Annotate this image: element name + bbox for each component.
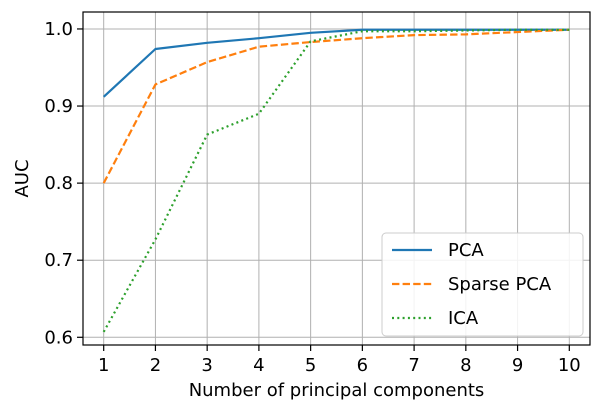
x-axis-label: Number of principal components	[189, 380, 485, 401]
legend-label: PCA	[448, 240, 484, 261]
x-tick-label: 9	[512, 355, 523, 376]
series-pca	[102, 28, 570, 98]
x-tick-label: 8	[460, 355, 471, 376]
x-tick-label: 4	[253, 355, 264, 376]
series-layer	[102, 28, 570, 333]
x-tick-label: 6	[357, 355, 368, 376]
series-line	[102, 28, 570, 98]
x-tick-label: 2	[150, 355, 161, 376]
series-sparse-pca	[102, 28, 570, 184]
legend-label: Sparse PCA	[448, 274, 552, 295]
legend: PCA Sparse PCA ICA	[381, 232, 584, 337]
plot-frame	[82, 11, 591, 346]
x-tick-label: 1	[98, 355, 109, 376]
y-axis-label: AUC	[12, 159, 33, 197]
legend-box	[381, 232, 584, 337]
axis-ticks: 1 2 3 4 5 6 7 8 9 10 0.6 0.7 0.8 0.9 1.0	[44, 19, 580, 376]
legend-label: ICA	[448, 308, 479, 329]
x-tick-label: 3	[201, 355, 212, 376]
series-line	[102, 28, 570, 184]
y-tick-label: 0.7	[44, 250, 73, 271]
series-ica	[102, 28, 570, 333]
y-tick-label: 0.9	[44, 96, 73, 117]
x-tick-label: 5	[305, 355, 316, 376]
x-tick-label: 7	[408, 355, 419, 376]
x-tick-label: 10	[558, 355, 581, 376]
y-tick-label: 1.0	[44, 19, 73, 40]
y-tick-label: 0.8	[44, 173, 73, 194]
series-line	[102, 28, 570, 333]
y-tick-label: 0.6	[44, 327, 73, 348]
